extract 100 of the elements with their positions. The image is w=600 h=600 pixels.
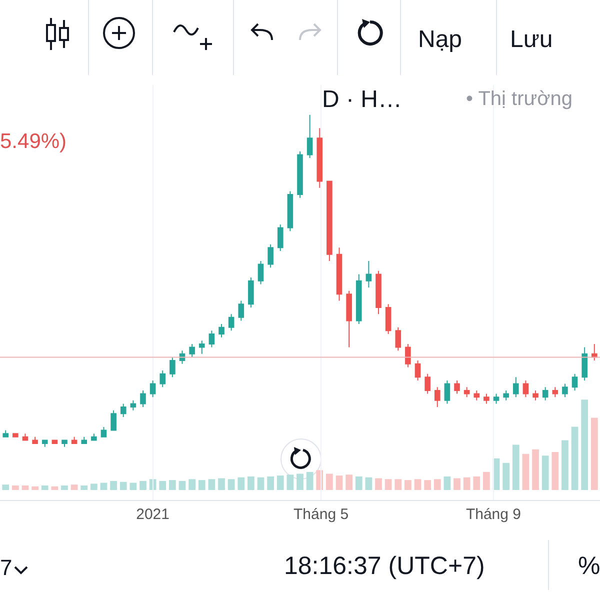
candlestick bbox=[512, 376, 519, 398]
bar bbox=[473, 476, 480, 490]
candlestick bbox=[140, 390, 146, 408]
bar bbox=[375, 478, 382, 490]
bar bbox=[110, 480, 117, 490]
bar bbox=[32, 486, 38, 490]
candlestick bbox=[405, 343, 411, 368]
candlestick bbox=[385, 304, 392, 334]
candlestick bbox=[356, 274, 362, 325]
bar bbox=[178, 480, 186, 490]
candlestick bbox=[572, 373, 578, 391]
text: 7 bbox=[0, 555, 12, 581]
candlestick bbox=[198, 340, 205, 354]
bar bbox=[542, 456, 549, 490]
bar bbox=[483, 472, 490, 490]
bar bbox=[22, 485, 29, 490]
candlestick bbox=[32, 436, 38, 444]
x-tick-label: 2021 bbox=[136, 506, 170, 523]
text: 18:16:37 (UTC+7) bbox=[284, 552, 485, 581]
candlestick bbox=[268, 244, 274, 268]
bar bbox=[90, 484, 98, 490]
bar bbox=[522, 454, 530, 490]
candlestick bbox=[150, 380, 156, 398]
candlestick bbox=[62, 440, 68, 448]
candlestick bbox=[248, 277, 254, 308]
bar bbox=[159, 480, 166, 490]
candlestick bbox=[81, 436, 88, 444]
candlestick bbox=[376, 270, 382, 315]
candlestick bbox=[484, 393, 490, 404]
bar bbox=[571, 426, 578, 490]
bar bbox=[51, 486, 58, 490]
candlestick bbox=[454, 380, 460, 394]
candlestick bbox=[532, 390, 538, 401]
candlestick bbox=[208, 330, 215, 348]
bar bbox=[80, 485, 88, 490]
bar bbox=[424, 480, 431, 490]
text: % bbox=[578, 552, 600, 581]
candlestick bbox=[238, 300, 244, 322]
bar bbox=[248, 476, 254, 490]
bar bbox=[267, 476, 274, 490]
candlestick bbox=[493, 393, 500, 404]
bar bbox=[41, 485, 48, 490]
bar bbox=[276, 476, 284, 490]
candlestick bbox=[12, 433, 18, 438]
bar bbox=[336, 476, 343, 490]
candlestick bbox=[228, 314, 234, 332]
candlestick bbox=[414, 360, 421, 381]
candlestick bbox=[71, 436, 78, 444]
candlestick bbox=[258, 260, 264, 285]
bar bbox=[394, 479, 402, 490]
bar bbox=[562, 440, 568, 490]
bar bbox=[238, 477, 245, 490]
bar bbox=[581, 400, 588, 490]
candlestick bbox=[110, 410, 116, 431]
candlestick bbox=[542, 386, 548, 401]
candlestick bbox=[218, 324, 224, 338]
bar bbox=[355, 476, 362, 490]
text: D · H… bbox=[322, 86, 402, 114]
bar bbox=[512, 444, 520, 490]
text: • Thị trường bbox=[466, 88, 573, 111]
bar bbox=[218, 478, 225, 490]
candlestick bbox=[297, 150, 303, 198]
candlestick bbox=[346, 290, 352, 348]
candlestick bbox=[100, 426, 107, 438]
bar bbox=[502, 462, 510, 490]
bar bbox=[296, 474, 304, 490]
candlestick bbox=[582, 346, 588, 381]
bar bbox=[404, 480, 412, 490]
candlestick bbox=[464, 386, 470, 398]
bar bbox=[12, 485, 19, 490]
candlestick bbox=[42, 440, 48, 448]
bar bbox=[454, 478, 460, 490]
bar bbox=[552, 452, 559, 490]
bar bbox=[532, 449, 539, 490]
bar bbox=[326, 474, 333, 490]
candlestick bbox=[316, 128, 323, 188]
candlestick bbox=[434, 386, 440, 408]
candlestick bbox=[160, 370, 166, 388]
candlestick bbox=[562, 383, 568, 398]
bar bbox=[208, 479, 216, 490]
bar bbox=[286, 474, 294, 490]
candlestick bbox=[2, 430, 9, 438]
candlestick bbox=[52, 440, 58, 444]
bar bbox=[306, 472, 314, 490]
x-tick-label: Tháng 5 bbox=[294, 506, 349, 523]
bar bbox=[257, 477, 264, 490]
bar bbox=[2, 484, 10, 490]
candlestick bbox=[424, 373, 430, 394]
bar bbox=[414, 479, 422, 490]
bar bbox=[130, 482, 137, 490]
text: Nạp bbox=[418, 26, 462, 54]
bar bbox=[61, 485, 68, 490]
bar bbox=[120, 482, 127, 490]
candlestick bbox=[91, 433, 97, 441]
candlestick bbox=[326, 180, 332, 262]
bar bbox=[444, 476, 451, 490]
bar bbox=[346, 474, 352, 490]
candlestick bbox=[189, 343, 195, 358]
candlestick bbox=[287, 190, 294, 232]
candlestick bbox=[395, 326, 402, 352]
